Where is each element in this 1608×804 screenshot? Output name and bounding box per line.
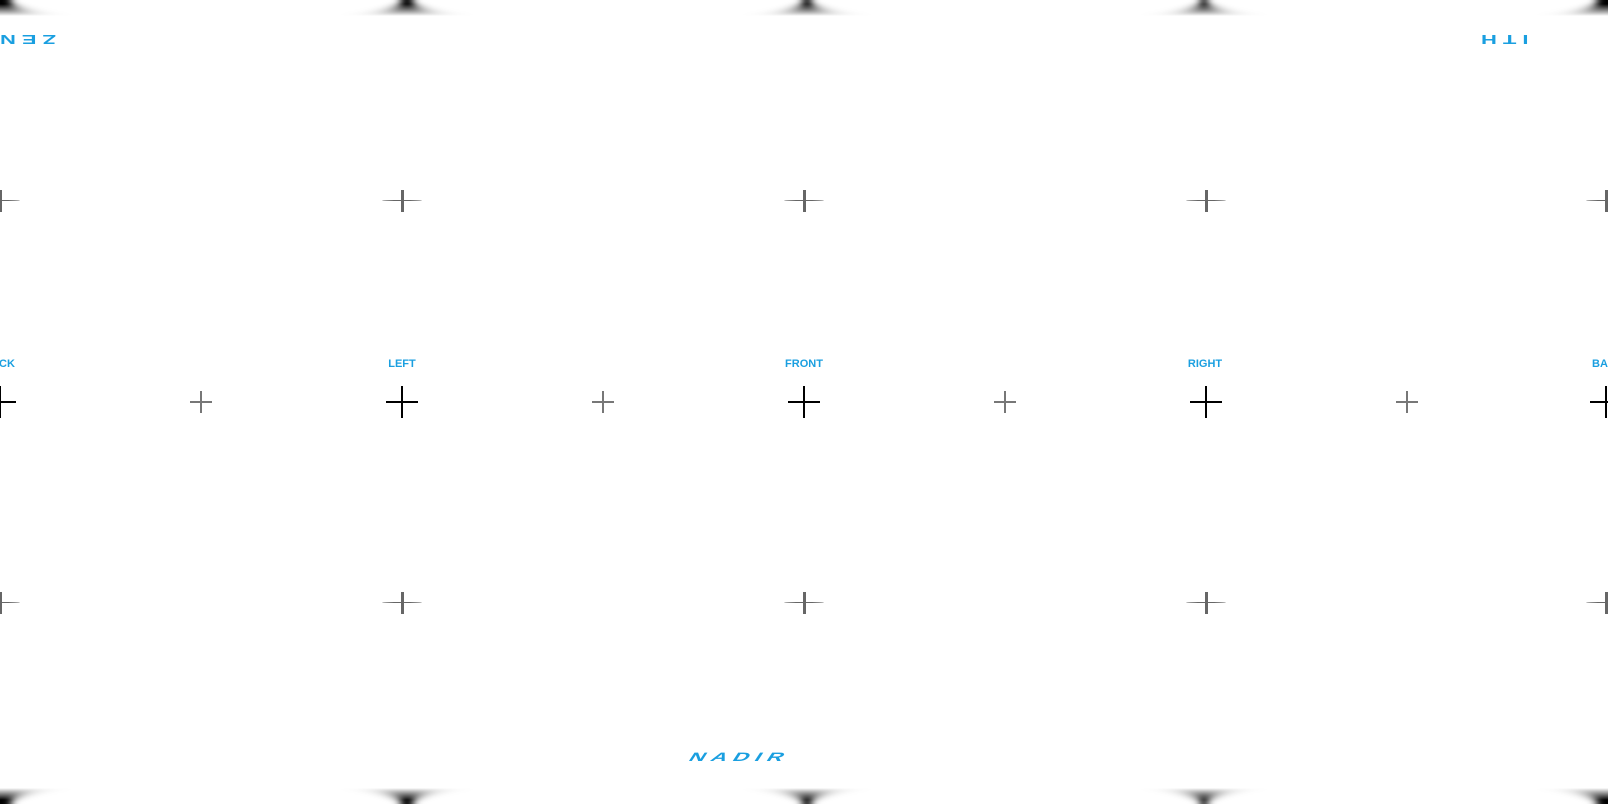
major-crosshair bbox=[1590, 386, 1608, 418]
upper-crosshair bbox=[1586, 190, 1608, 212]
upper-crosshair bbox=[0, 190, 20, 212]
lower-crosshair bbox=[382, 592, 422, 614]
major-crosshair bbox=[0, 386, 16, 418]
lower-crosshair bbox=[784, 592, 824, 614]
top-lobe bbox=[10, 0, 402, 30]
back-label-right: BA bbox=[1592, 358, 1608, 370]
lower-crosshair bbox=[1186, 592, 1226, 614]
top-lobe bbox=[412, 0, 804, 30]
zenith-label-left: ZEN bbox=[0, 31, 56, 47]
front-label: FRONT bbox=[785, 358, 823, 370]
bottom-lobe bbox=[1206, 774, 1598, 804]
minor-crosshair bbox=[592, 391, 614, 413]
top-lobe bbox=[810, 0, 1202, 30]
top-lobe bbox=[1206, 0, 1598, 30]
minor-crosshair bbox=[994, 391, 1016, 413]
minor-crosshair bbox=[190, 391, 212, 413]
bottom-lobe bbox=[810, 774, 1202, 804]
zenith-label-right: ITH bbox=[1475, 31, 1529, 47]
bottom-lobe bbox=[10, 774, 402, 804]
minor-crosshair bbox=[1396, 391, 1418, 413]
nadir-label: NADIR bbox=[685, 749, 795, 764]
left-label: LEFT bbox=[388, 358, 416, 370]
bottom-lobe bbox=[412, 774, 804, 804]
back-label-left: CK bbox=[0, 358, 15, 370]
major-crosshair bbox=[788, 386, 820, 418]
right-label: RIGHT bbox=[1187, 358, 1223, 370]
upper-crosshair bbox=[382, 190, 422, 212]
upper-crosshair bbox=[784, 190, 824, 212]
top-edge-shadow bbox=[0, 0, 1608, 22]
major-crosshair bbox=[1190, 386, 1222, 418]
upper-crosshair bbox=[1186, 190, 1226, 212]
bottom-edge-shadow bbox=[0, 782, 1608, 804]
lower-crosshair bbox=[1586, 592, 1608, 614]
lower-crosshair bbox=[0, 592, 20, 614]
major-crosshair bbox=[386, 386, 418, 418]
